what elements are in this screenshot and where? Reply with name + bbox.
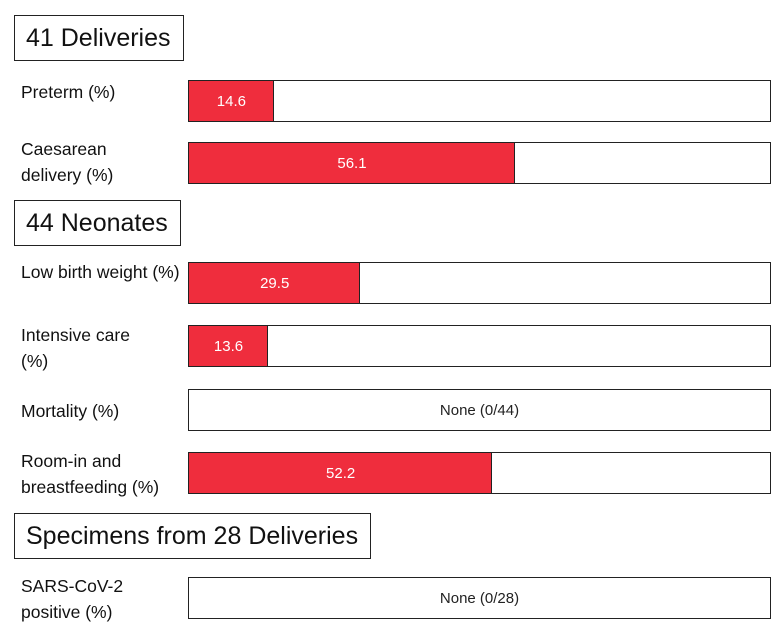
bar-fill-caesarean (189, 143, 515, 183)
row-label-sars-cov-2: SARS-CoV-2 positive (%) (21, 576, 124, 622)
bar-value-caesarean: 56.1 (337, 154, 367, 172)
row-label-mortality: Mortality (%) (21, 401, 120, 421)
bar-mortality: None (0/44) (188, 389, 771, 431)
section-title-specimens: Specimens from 28 Deliveries (14, 513, 372, 559)
section-title-neonates: 44 Neonates (14, 200, 181, 246)
bar-value-mortality: None (0/44) (439, 401, 520, 419)
bar-fill-low-birth-weight (189, 263, 361, 303)
bar-intensive-care: 13.6 (188, 325, 771, 367)
bar-sars-cov-2: None (0/28) (188, 577, 771, 619)
bar-preterm: 14.6 (188, 80, 771, 122)
bar-value-intensive-care: 13.6 (213, 337, 244, 355)
bar-low-birth-weight: 29.5 (188, 262, 771, 304)
row-label-low-birth-weight: Low birth weight (%) (21, 262, 180, 282)
row-label-caesarean: Caesarean delivery (%) (21, 139, 114, 185)
bar-fill-intensive-care (189, 326, 269, 366)
row-label-room-in: Room-in and breastfeeding (%) (21, 451, 160, 497)
section-title-deliveries: 41 Deliveries (14, 15, 184, 61)
bar-value-sars-cov-2: None (0/28) (439, 589, 520, 607)
bar-room-in: 52.2 (188, 452, 771, 494)
bar-value-preterm: 14.6 (216, 92, 246, 110)
bar-fill-preterm (189, 81, 274, 121)
bar-value-low-birth-weight: 29.5 (260, 274, 290, 292)
bar-fill-room-in (189, 453, 493, 493)
row-label-intensive-care: Intensive care (%) (21, 325, 130, 371)
row-label-preterm: Preterm (%) (21, 82, 116, 102)
bar-caesarean: 56.1 (188, 142, 771, 184)
bar-value-room-in: 52.2 (326, 464, 356, 482)
